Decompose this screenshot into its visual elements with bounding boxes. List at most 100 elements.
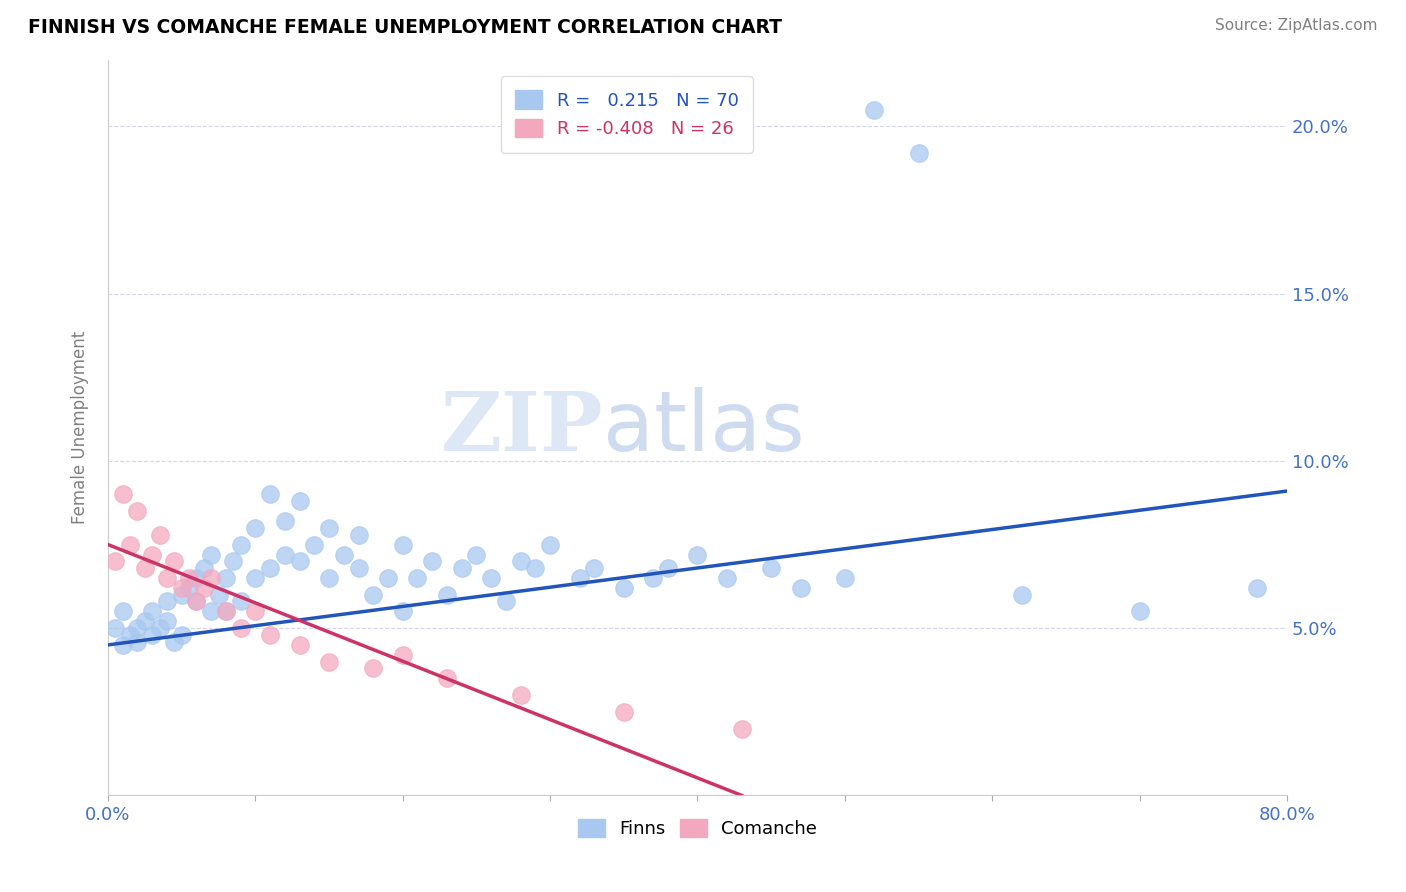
Point [215,604,238,618]
Point [186,571,208,585]
Point [716,571,738,585]
Point [304,537,326,551]
Point [120,537,142,551]
Point [391,537,413,551]
Point [524,561,547,575]
Point [613,705,636,719]
Point [657,561,679,575]
Point [156,615,179,629]
Point [538,537,561,551]
Point [318,655,340,669]
Point [465,548,488,562]
Text: Source: ZipAtlas.com: Source: ZipAtlas.com [1215,18,1378,33]
Point [127,504,149,518]
Point [391,604,413,618]
Point [863,103,886,117]
Point [377,571,399,585]
Point [229,537,252,551]
Text: FINNISH VS COMANCHE FEMALE UNEMPLOYMENT CORRELATION CHART: FINNISH VS COMANCHE FEMALE UNEMPLOYMENT … [28,18,782,37]
Point [186,594,208,608]
Point [170,581,193,595]
Point [361,588,384,602]
Point [347,561,370,575]
Point [229,594,252,608]
Point [177,571,200,585]
Text: atlas: atlas [603,387,804,468]
Point [318,521,340,535]
Point [333,548,356,562]
Point [288,554,311,568]
Point [259,561,281,575]
Text: ZIP: ZIP [440,387,603,467]
Point [731,722,754,736]
Point [141,604,163,618]
Point [450,561,472,575]
Point [613,581,636,595]
Point [148,527,170,541]
Point [436,671,458,685]
Point [193,581,215,595]
Point [1246,581,1268,595]
Point [215,571,238,585]
Point [274,548,297,562]
Point [207,588,229,602]
Point [104,554,127,568]
Point [177,581,200,595]
Point [222,554,245,568]
Point [200,548,222,562]
Point [274,514,297,528]
Point [288,638,311,652]
Point [170,628,193,642]
Point [834,571,856,585]
Point [391,648,413,662]
Point [1011,588,1033,602]
Point [347,527,370,541]
Point [288,494,311,508]
Point [361,661,384,675]
Point [163,554,186,568]
Point [127,634,149,648]
Point [134,561,156,575]
Point [111,604,134,618]
Point [420,554,443,568]
Point [406,571,429,585]
Point [111,487,134,501]
Point [141,548,163,562]
Point [127,621,149,635]
Point [259,487,281,501]
Point [318,571,340,585]
Point [509,554,531,568]
Point [163,634,186,648]
Point [186,594,208,608]
Point [215,604,238,618]
Point [568,571,591,585]
Y-axis label: Female Unemployment: Female Unemployment [72,331,89,524]
Point [229,621,252,635]
Point [259,628,281,642]
Point [686,548,709,562]
Point [134,615,156,629]
Point [170,588,193,602]
Point [200,604,222,618]
Point [156,571,179,585]
Point [104,621,127,635]
Point [200,571,222,585]
Point [495,594,517,608]
Point [193,561,215,575]
Point [120,628,142,642]
Point [111,638,134,652]
Point [245,521,267,535]
Point [907,146,929,161]
Point [245,571,267,585]
Point [141,628,163,642]
Point [245,604,267,618]
Point [509,688,531,702]
Point [789,581,811,595]
Point [156,594,179,608]
Point [643,571,665,585]
Point [1129,604,1152,618]
Point [436,588,458,602]
Point [148,621,170,635]
Point [479,571,502,585]
Point [583,561,606,575]
